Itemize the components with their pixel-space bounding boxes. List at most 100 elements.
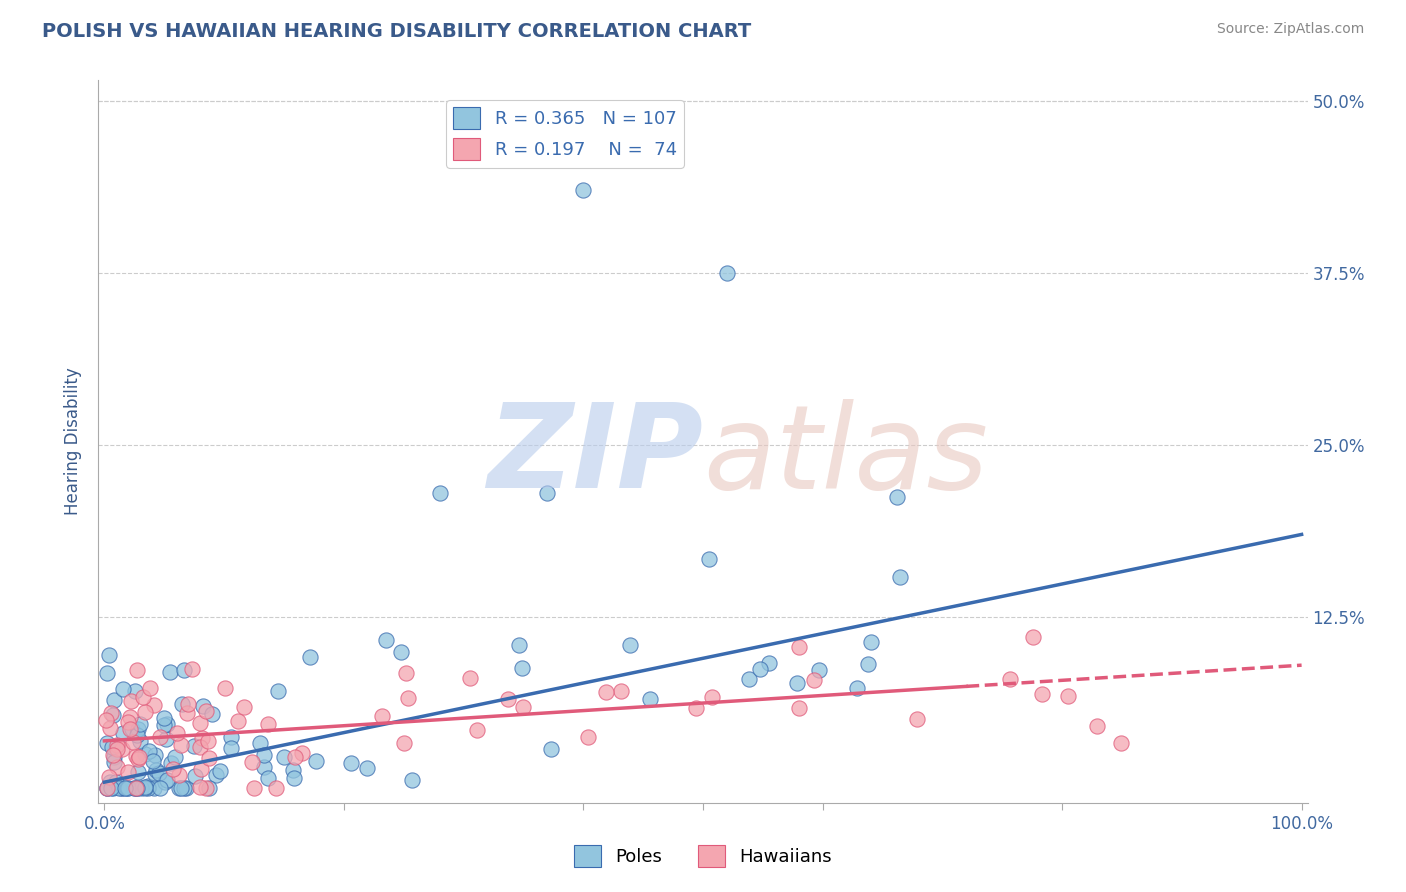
Point: [396, 691, 419, 706]
Point: [209, 764, 232, 778]
Point: [100, 780, 122, 795]
Point: [96, 780, 118, 795]
Point: [198, 780, 221, 795]
Point: [240, 755, 263, 769]
Point: [127, 765, 149, 780]
Text: ZIP: ZIP: [486, 399, 703, 514]
Point: [98, 775, 121, 789]
Point: [173, 663, 195, 677]
Point: [249, 736, 271, 750]
Point: [125, 780, 148, 795]
Point: [142, 780, 165, 795]
Point: [112, 780, 135, 795]
Point: [290, 746, 312, 760]
Point: [129, 780, 152, 795]
Point: [183, 739, 205, 753]
Point: [159, 756, 181, 770]
Point: [170, 738, 193, 752]
Point: [173, 780, 195, 795]
Point: [536, 486, 558, 500]
Point: [163, 750, 186, 764]
Point: [298, 649, 321, 664]
Point: [96, 780, 118, 795]
Point: [118, 723, 141, 737]
Point: [166, 725, 188, 739]
Text: POLISH VS HAWAIIAN HEARING DISABILITY CORRELATION CHART: POLISH VS HAWAIIAN HEARING DISABILITY CO…: [42, 22, 751, 41]
Point: [128, 749, 150, 764]
Point: [860, 635, 883, 649]
Point: [219, 741, 242, 756]
Point: [145, 763, 167, 777]
Point: [1022, 630, 1045, 644]
Point: [170, 780, 193, 795]
Point: [395, 665, 418, 680]
Point: [152, 718, 174, 732]
Point: [886, 490, 908, 504]
Point: [576, 730, 599, 744]
Point: [98, 721, 121, 735]
Point: [685, 701, 707, 715]
Point: [149, 730, 172, 744]
Point: [803, 673, 825, 687]
Text: Source: ZipAtlas.com: Source: ZipAtlas.com: [1216, 22, 1364, 37]
Legend: Poles, Hawaiians: Poles, Hawaiians: [567, 838, 839, 874]
Point: [122, 734, 145, 748]
Point: [1085, 718, 1108, 732]
Point: [129, 717, 152, 731]
Point: [142, 698, 165, 713]
Point: [191, 731, 214, 746]
Point: [233, 699, 256, 714]
Point: [120, 710, 142, 724]
Point: [127, 780, 149, 795]
Point: [98, 770, 121, 784]
Point: [170, 697, 193, 711]
Point: [167, 767, 190, 781]
Point: [103, 780, 125, 795]
Point: [148, 766, 170, 780]
Point: [174, 780, 197, 795]
Point: [153, 710, 176, 724]
Point: [131, 690, 153, 704]
Point: [162, 763, 184, 777]
Point: [748, 662, 770, 676]
Point: [124, 780, 146, 795]
Point: [114, 780, 136, 795]
Point: [697, 551, 720, 566]
Legend: R = 0.365   N = 107, R = 0.197    N =  74: R = 0.365 N = 107, R = 0.197 N = 74: [446, 100, 685, 168]
Point: [253, 747, 276, 762]
Point: [105, 742, 128, 756]
Point: [856, 657, 879, 671]
Point: [107, 759, 129, 773]
Point: [198, 751, 221, 765]
Point: [94, 713, 117, 727]
Point: [267, 683, 290, 698]
Point: [786, 675, 808, 690]
Point: [257, 771, 280, 785]
Point: [136, 779, 159, 793]
Point: [143, 766, 166, 780]
Point: [111, 682, 134, 697]
Point: [156, 772, 179, 787]
Point: [191, 698, 214, 713]
Point: [188, 715, 211, 730]
Point: [595, 685, 617, 699]
Point: [1031, 687, 1053, 701]
Point: [638, 692, 661, 706]
Point: [512, 699, 534, 714]
Point: [371, 708, 394, 723]
Point: [176, 706, 198, 720]
Point: [117, 765, 139, 780]
Point: [305, 755, 328, 769]
Point: [787, 701, 810, 715]
Point: [188, 780, 211, 794]
Point: [242, 780, 264, 795]
Point: [103, 707, 125, 722]
Point: [716, 266, 738, 280]
Point: [125, 748, 148, 763]
Point: [184, 768, 207, 782]
Point: [201, 706, 224, 721]
Point: [101, 740, 124, 755]
Point: [394, 736, 416, 750]
Point: [117, 780, 139, 795]
Point: [273, 749, 295, 764]
